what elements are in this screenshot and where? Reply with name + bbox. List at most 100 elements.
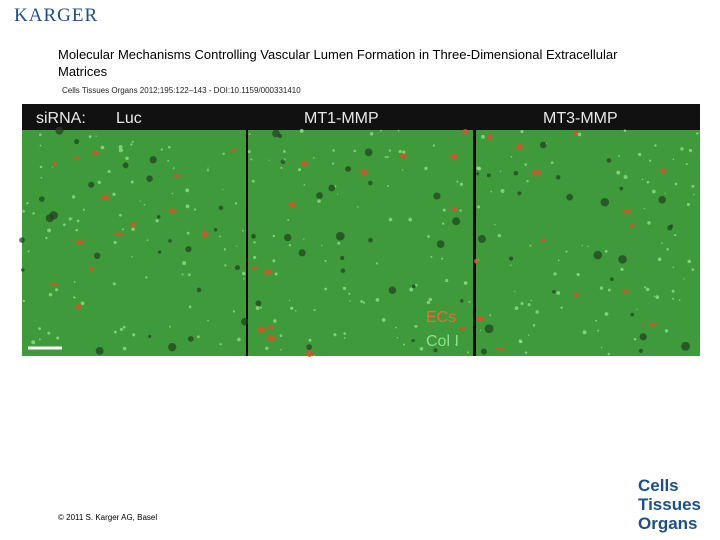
speckle [219,235,221,238]
speckle [576,272,580,277]
speckle [234,202,238,205]
speckle [112,282,116,286]
speckle [424,166,428,171]
dark-spot [411,284,416,289]
speckle [600,346,603,349]
dark-spot [218,205,224,211]
speckle [40,176,43,179]
cell [531,169,542,176]
speckle [397,129,400,132]
dark-spot [277,133,283,139]
speckle [186,231,190,235]
dark-spot [552,289,556,294]
dark-spot [364,148,373,157]
cell [75,239,84,245]
speckle [587,245,589,248]
speckle [107,170,111,174]
speckle [375,298,380,302]
speckle [395,326,397,329]
speckle [398,149,402,154]
speckle [510,155,513,158]
speckle [402,150,406,154]
speckle [118,145,123,150]
speckle [146,239,149,241]
dark-spot [388,286,397,294]
cell [268,325,274,330]
speckle [577,132,582,137]
speckle [130,143,133,146]
journal-word: Organs [638,514,698,533]
speckle [207,167,209,169]
dark-spot [234,265,240,271]
speckle [38,338,41,341]
speckle [160,148,163,151]
speckle [196,335,200,339]
speckle [466,351,469,354]
dark-spot [156,215,161,219]
speckle [687,259,692,264]
speckle [131,255,133,258]
speckle [560,306,563,309]
speckle [247,150,251,154]
speckle [236,245,238,247]
dark-spot [95,346,104,355]
panel-label: MT1-MMP [304,110,379,127]
speckle [637,152,642,157]
speckle [672,266,675,269]
speckle [556,291,561,295]
speckle [308,338,312,342]
speckle [362,301,366,304]
journal-word: Tissues [638,495,702,514]
speckle [481,134,485,139]
speckle [76,219,80,223]
speckle [122,346,127,351]
dark-spot [168,343,177,352]
speckle [172,167,175,169]
speckle [280,166,283,169]
speckle [647,221,651,225]
speckle [251,179,255,183]
speckle [71,195,76,199]
dark-spot [93,252,101,259]
speckle [56,336,60,340]
speckle [604,312,609,316]
speckle [32,212,35,215]
speckle [47,228,51,233]
speckle [47,331,51,335]
cell [263,269,273,275]
speckle [582,330,587,335]
speckle [130,180,134,184]
cell [450,207,458,212]
speckle [510,264,512,266]
speckle [71,217,73,219]
speckle [121,228,124,231]
speckle [388,149,392,152]
speckle [219,343,222,346]
speckle [360,300,364,303]
speckle [524,351,528,354]
cell [168,208,177,214]
cell [660,167,666,175]
dark-spot [600,198,610,207]
panel-label: Luc [116,110,142,127]
speckle [645,287,650,292]
dark-spot [638,348,643,353]
speckle [313,355,315,357]
cell [622,289,629,294]
cell [257,326,266,333]
speckle [683,278,685,280]
dark-spot [618,255,627,264]
dark-spot [484,324,494,334]
speckle [519,340,523,344]
cell [89,266,94,272]
speckle [387,185,390,187]
dark-spot [241,317,249,326]
speckle [343,337,346,339]
dark-spot [213,227,218,232]
speckle [303,238,305,240]
speckle [653,295,655,297]
speckle [118,148,123,153]
speckle [620,267,624,272]
speckle [243,278,245,280]
speckle [643,286,647,289]
